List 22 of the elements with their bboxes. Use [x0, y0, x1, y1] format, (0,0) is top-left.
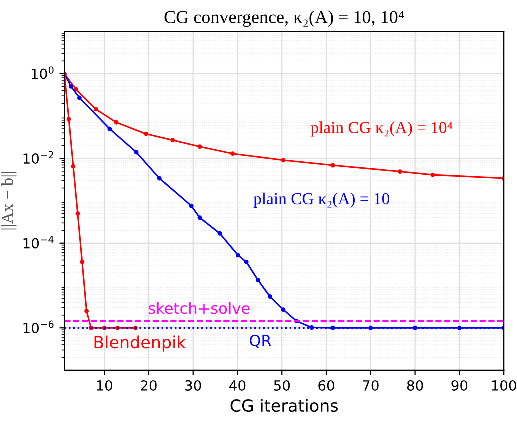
- y-tick-label: 10$^{−4}$: [24, 236, 54, 249]
- x-tick-label: 40: [230, 380, 246, 391]
- x-tick-label: 60: [318, 380, 334, 391]
- x-tick-label: 100: [492, 380, 516, 391]
- series-label: Blendenpik: [94, 336, 186, 352]
- x-axis-title: CG iterations: [230, 399, 338, 412]
- x-tick-label: 90: [452, 380, 468, 391]
- chart-title: CG convergence, κ₂(A) = 10, 10⁴: [164, 10, 404, 28]
- x-tick-label: 30: [186, 380, 202, 391]
- x-tick-label: 80: [407, 380, 424, 391]
- x-tick-label: 70: [363, 380, 379, 391]
- series-label: plain CG κ₂(A) = 10⁴: [310, 122, 453, 137]
- y-tick-label: 10$^{−6}$: [24, 320, 54, 334]
- ref-line-label: sketch+solve: [148, 302, 250, 314]
- x-tick-label: 10: [97, 380, 112, 391]
- x-tick-label: 50: [274, 380, 290, 391]
- y-tick-label: 10$^{0}$: [32, 66, 54, 80]
- y-tick-label: 10$^{−2}$: [24, 151, 54, 164]
- y-axis-title: ||Ax − b||: [2, 172, 17, 230]
- ref-line-label: QR: [250, 334, 272, 348]
- text: plain CG κ₂(A) = 10: [254, 192, 390, 208]
- x-tick-label: 20: [141, 380, 157, 391]
